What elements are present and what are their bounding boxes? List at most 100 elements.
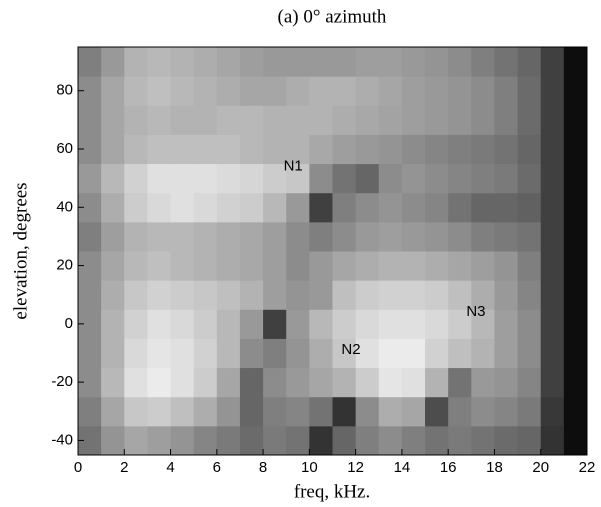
heatmap-cell [193,338,218,369]
heatmap-cell [563,338,588,369]
heatmap-cell [239,425,264,456]
heatmap-cell [448,192,472,223]
heatmap-cell [101,251,125,281]
heatmap-cell [193,251,218,281]
heatmap-cell [263,396,287,427]
heatmap-cell [494,76,519,106]
heatmap-cell [170,367,195,398]
heatmap-cell [448,76,472,106]
heatmap-cell [540,192,565,223]
heatmap-cell [448,396,472,427]
heatmap-cell [401,105,426,135]
heatmap-cell [78,221,102,252]
heatmap-cell [540,309,565,339]
heatmap-cell [332,425,357,456]
heatmap-cell [78,396,102,427]
heatmap-cell [540,251,565,281]
heatmap-cell [517,425,542,456]
heatmap-cell [193,309,218,339]
heatmap-cell [147,221,172,252]
heatmap-cell [425,280,449,310]
heatmap-cell [147,396,172,427]
heatmap-cell [355,338,380,369]
heatmap-cell [101,134,125,165]
heatmap-cell [239,163,264,194]
heatmap-cell [239,309,264,339]
heatmap-cell [378,134,403,165]
heatmap-cell [517,105,542,135]
heatmap-cell [78,425,102,456]
heatmap-cell [239,338,264,369]
heatmap-cell [193,367,218,398]
heatmap-cell [216,221,241,252]
heatmap-cell [309,192,333,223]
heatmap-cell [540,338,565,369]
heatmap-cell [286,163,310,194]
heatmap-cell [286,425,310,456]
heatmap-cell [425,338,449,369]
heatmap-cell [193,47,218,77]
heatmap-cell [263,134,287,165]
heatmap-cell [471,163,495,194]
heatmap-cell [309,47,333,77]
heatmap-cell [170,309,195,339]
heatmap-cell [401,134,426,165]
heatmap-cell [239,280,264,310]
heatmap-cell [239,192,264,223]
x-tick-label: 12 [347,459,364,476]
heatmap-cell [448,251,472,281]
heatmap-cell [471,425,495,456]
heatmap-cell [78,134,102,165]
heatmap-cell [355,367,380,398]
heatmap-cell [563,192,588,223]
heatmap-cell [332,251,357,281]
heatmap-cell [332,338,357,369]
heatmap-cell [332,280,357,310]
heatmap-cell [286,338,310,369]
heatmap-cell [78,47,102,77]
heatmap-cell [147,251,172,281]
x-tick-label: 4 [166,459,174,476]
heatmap-cell [355,163,380,194]
heatmap-cell [101,76,125,106]
heatmap-cell [170,251,195,281]
heatmap-cell [124,76,148,106]
heatmap-cell [332,134,357,165]
heatmap-cell [355,76,380,106]
heatmap-cell [494,425,519,456]
heatmap-cell [101,425,125,456]
heatmap-cell [309,221,333,252]
heatmap-cell [101,47,125,77]
heatmap-cell [517,76,542,106]
heatmap-cell [425,309,449,339]
heatmap-cell [78,251,102,281]
heatmap-cell [378,76,403,106]
heatmap-cell [355,251,380,281]
heatmap-cell [332,76,357,106]
plot-frame [77,46,588,456]
heatmap-cell [332,396,357,427]
heatmap-cell [170,105,195,135]
heatmap-cell [378,47,403,77]
x-tick-label: 10 [301,459,318,476]
heatmap-cell [540,163,565,194]
heatmap-cell [401,367,426,398]
x-axis-label: freq, kHz. [294,481,371,502]
heatmap-cell [170,76,195,106]
heatmap-cell [239,251,264,281]
heatmap-cell [124,309,148,339]
heatmap-cell [216,134,241,165]
heatmap-cell [448,280,472,310]
heatmap-cell [170,47,195,77]
heatmap-cell [471,47,495,77]
heatmap-cell [425,396,449,427]
heatmap-cell [170,425,195,456]
heatmap-cell [332,47,357,77]
heatmap-cell [540,280,565,310]
heatmap-cell [494,280,519,310]
heatmap-cell [239,47,264,77]
y-tick-label: -20 [51,373,73,390]
heatmap-cell [101,163,125,194]
heatmap-cell [517,47,542,77]
